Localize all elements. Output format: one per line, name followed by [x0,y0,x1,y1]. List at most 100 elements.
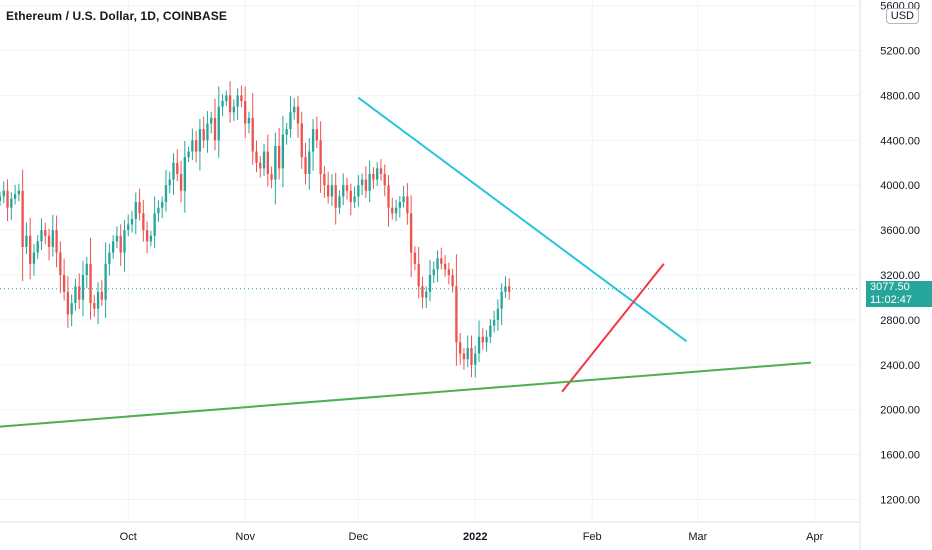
y-tick-label: 4400.00 [880,135,920,147]
candle-down [93,303,96,309]
candle-up [157,207,160,214]
candle-down [29,235,32,264]
candle-down [326,185,330,197]
candle-up [225,95,228,102]
candle-up [13,194,17,199]
y-tick-label: 5200.00 [880,46,920,58]
candle-up [111,241,115,253]
candle-down [319,140,322,174]
x-tick-label: Apr [806,531,823,543]
candle-down [421,286,424,298]
candle-down [364,179,368,191]
candle-down [470,348,473,365]
candle-up [191,140,194,152]
candle-up [357,185,360,197]
candle-up [187,151,190,158]
candle-up [477,336,481,354]
candle-down [451,275,454,287]
candle-up [123,230,126,253]
candle-up [2,190,5,197]
symbol-title[interactable]: Ethereum / U.S. Dollar, 1D, COINBASE [6,9,227,23]
candle-down [179,174,183,191]
candle-down [481,336,484,343]
candle-up [164,185,168,203]
candle-down [62,275,66,292]
candle-up [210,117,213,124]
candle-down [55,230,58,253]
candle-down [47,235,51,247]
candle-down [391,207,394,214]
candle-up [398,202,401,208]
candle-down [270,174,273,180]
candle-down [244,101,247,124]
candle-up [96,291,100,309]
candle-up [108,252,111,264]
y-tick-label: 1600.00 [880,450,920,462]
candle-down [413,252,417,264]
candle-down [406,196,409,214]
candle-down [447,269,451,276]
candle-up [262,151,266,169]
candle-up [308,151,311,174]
candle-up [17,190,21,195]
candle-up [274,145,277,180]
candle-up [183,157,186,191]
candle-down [240,95,243,102]
y-tick-label: 4000.00 [880,180,920,192]
candle-down [176,162,179,174]
candle-up [172,162,175,180]
candle-down [296,106,300,124]
x-tick-label: Nov [235,531,255,543]
candle-down [334,185,337,208]
candle-up [51,230,54,247]
candle-down [100,291,104,300]
last-price-label: 3077.50 [866,280,932,294]
candle-up [206,123,209,141]
candle-up [198,129,202,152]
candle-down [304,157,307,174]
candle-up [289,112,292,130]
candle-down [349,190,352,203]
candle-down [266,151,269,174]
candle-down [6,190,9,208]
candle-up [232,106,236,113]
candle-up [25,235,28,247]
y-tick-label: 2000.00 [880,405,920,417]
candle-up [247,117,251,124]
candle-up [134,202,137,219]
x-tick-label: Feb [583,531,602,543]
candle-up [402,196,405,203]
candle-up [376,168,379,180]
y-tick-label: 3200.00 [880,270,920,282]
candle-up [149,235,153,242]
candle-down [89,263,92,304]
candle-up [85,263,88,276]
candle-down [228,95,232,113]
currency-badge[interactable]: USD [885,8,919,24]
candle-down [387,185,390,208]
candle-up [0,196,2,201]
candle-up [70,303,73,315]
candle-down [455,286,458,343]
candle-up [425,291,428,298]
candle-down [372,174,375,180]
candle-down [66,291,70,315]
trendline-1 [561,263,665,393]
candle-up [474,353,477,365]
candle-down [251,117,254,152]
candle-down [202,129,205,141]
candle-down [44,230,47,236]
candle-up [311,129,315,152]
candle-down [443,263,447,270]
trendline-0 [357,96,688,343]
candle-up [394,207,398,214]
candle-down [417,263,420,287]
y-tick-label: 3600.00 [880,225,920,237]
candle-down [323,174,326,186]
candle-down [255,151,258,163]
candle-up [10,198,13,208]
candle-down [345,185,349,191]
candle-up [161,202,164,208]
